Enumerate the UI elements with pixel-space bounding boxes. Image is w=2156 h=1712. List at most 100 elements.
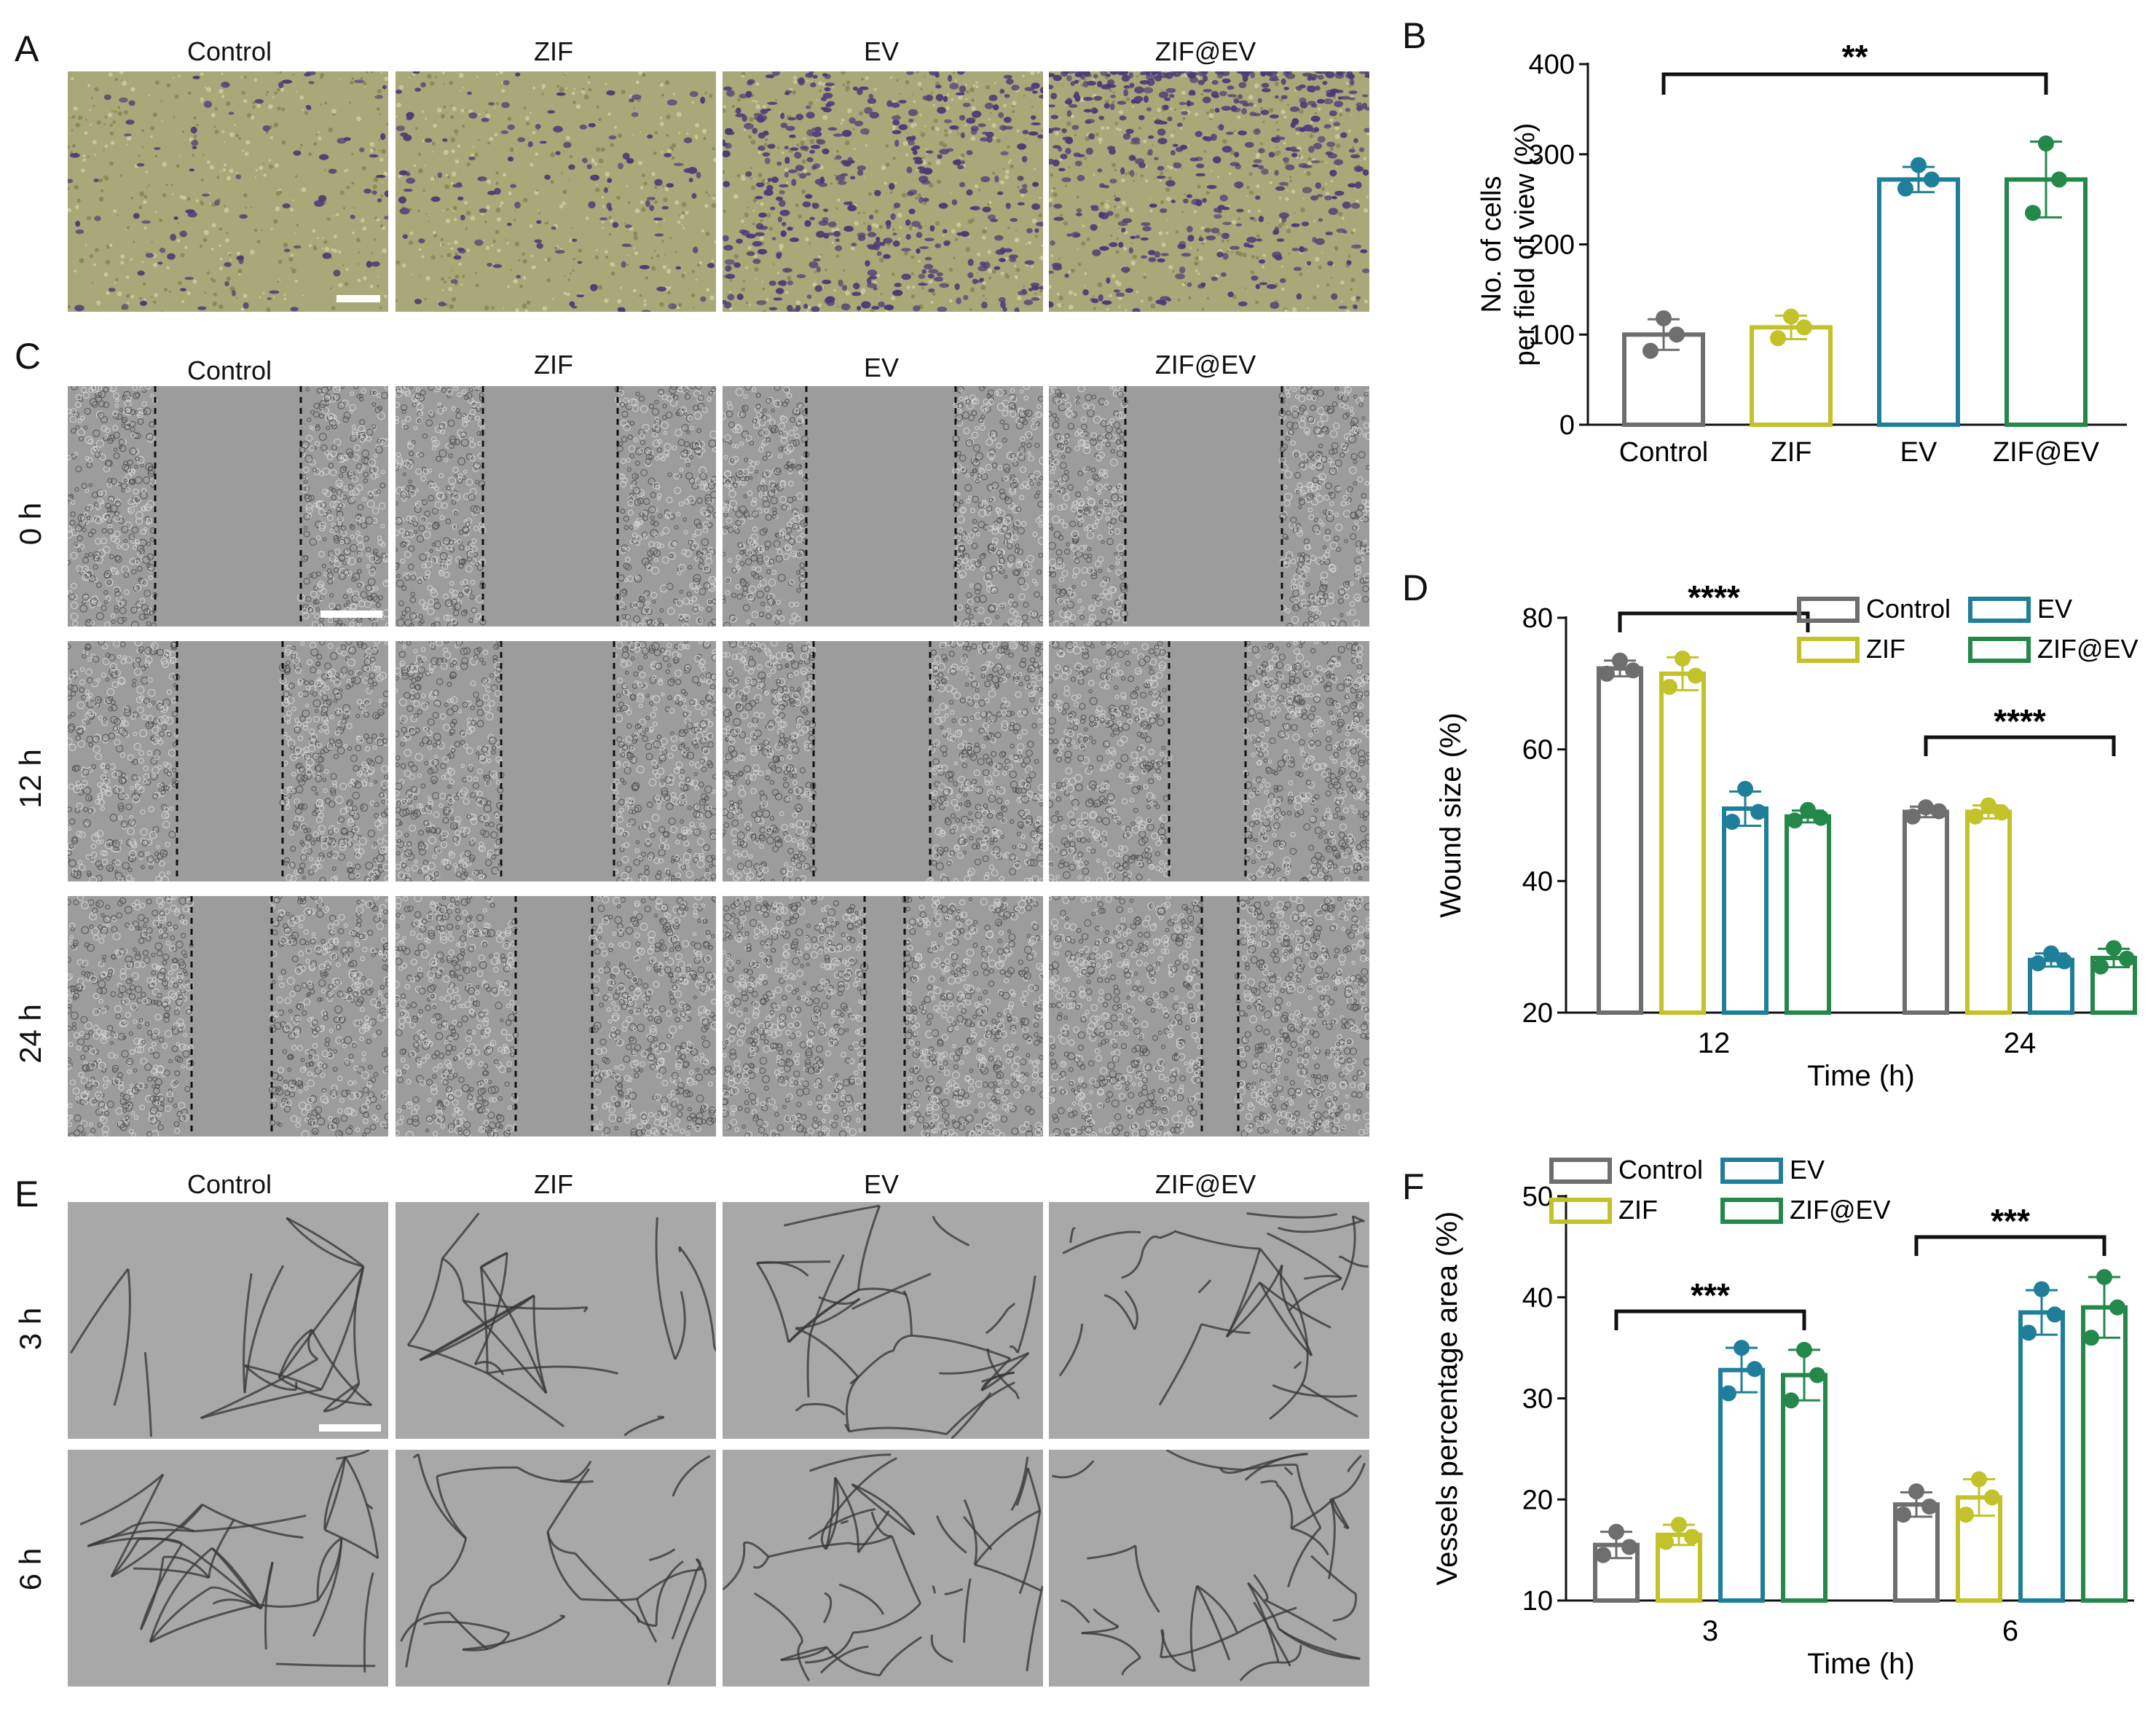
legend-label-ev: EV [1790,1155,1825,1185]
panel-a-col-control: Control [186,36,272,66]
legend-swatch-zif [1797,637,1860,663]
y-tick-label: 200 [1529,230,1575,261]
data-point [1684,1528,1700,1545]
y-tick-label: 20 [1522,1485,1553,1515]
significance-bracket [1924,735,2116,756]
data-point [1595,1547,1611,1563]
bar-ev-12 [1722,806,1769,1015]
panel-a-col-zif: ZIF [534,36,573,66]
panel-letter-f: F [1402,1166,1425,1207]
x-tick-label: 24 [2004,1027,2037,1059]
data-point [1625,662,1641,679]
data-point [1931,803,1947,820]
data-point [1921,1498,1937,1515]
legend-label-control: Control [1866,594,1951,624]
panel-e-col-ev: EV [863,1169,900,1199]
data-point [1924,171,1940,188]
data-point [1967,808,1983,825]
x-tick-label: 12 [1698,1027,1731,1059]
panel-e-col-zifev: ZIF@EV [1154,1169,1256,1199]
legend-swatch-zif [1549,1198,1612,1224]
data-point [2034,1281,2050,1297]
x-tick-label: Control [1619,437,1709,468]
panel-c-row-24h: 24 h [13,1004,47,1064]
x-tick-label: 3 [1702,1615,1718,1647]
significance-label: **** [1994,702,2046,740]
x-tick-label: EV [1900,437,1937,468]
y-tick-label: 100 [1529,320,1575,350]
panel-c-image-r0-c1 [396,386,716,627]
panel-c-image-r1-c3 [1049,641,1369,881]
legend-swatch-control [1797,597,1860,623]
y-tick-label: 30 [1522,1384,1553,1415]
significance-label: ** [1842,38,1868,76]
legend-swatch-zif-ev [1720,1198,1783,1224]
panel-a-image-1 [396,71,716,312]
panel-letter-d: D [1402,568,1429,608]
x-tick-label: ZIF [1771,437,1812,468]
significance-bracket [1914,1235,2106,1256]
legend-label-zif-ev: ZIF@EV [2037,634,2139,664]
data-point [1787,812,1803,829]
y-tick-label: 300 [1529,140,1575,170]
y-axis-label: Wound size (%) [1435,712,1467,918]
panel-e-col-control: Control [186,1169,272,1199]
panel-c-image-r2-c3 [1049,896,1369,1136]
x-tick-label: 6 [2002,1615,2018,1647]
legend-label-control: Control [1618,1155,1703,1185]
panel-e-image-r0-c0 [68,1202,388,1439]
panel-a-scale-bar [337,295,380,302]
y-tick-label: 20 [1522,998,1553,1029]
data-point [2083,1330,2099,1346]
legend-swatch-zif-ev [1968,637,2031,663]
data-point [1621,1539,1637,1555]
panel-e-image-r1-c3 [1049,1450,1369,1687]
bar-zif-ev-12 [1785,814,1831,1015]
data-point [1813,809,1829,826]
panel-c-col-control: Control [186,356,272,385]
chart-d: 20 40 60 80 Wound size (%) Time (h) 12 **** 24 **… [1435,578,2139,1092]
data-point [1669,326,1685,343]
panel-c-image-r1-c2 [723,641,1043,881]
bar-zif-12 [1659,671,1706,1016]
data-point [1675,651,1691,667]
y-tick-label: 0 [1559,410,1575,441]
chart-f: 10 20 30 40 50 Vessels percentage area (%) Tim… [1431,1155,2134,1680]
legend-label-ev: EV [2037,594,2072,624]
panel-c-image-r1-c1 [396,641,716,881]
data-point [1918,799,1934,816]
panel-letter-a: A [15,28,39,69]
panel-e-col-zif: ZIF [534,1169,573,1199]
bar-ev-3 [1718,1367,1765,1603]
data-point [1720,1385,1736,1402]
data-point [1770,330,1786,347]
chart-b: 0 100 200 300 400 No. of cells per field of vi… [1476,38,2127,468]
data-point [1661,678,1677,695]
panel-e-image-r0-c3 [1049,1202,1369,1439]
panel-c-image-r0-c0 [68,386,388,627]
data-point [1656,310,1672,326]
data-point [1911,157,1927,173]
panel-c-row-12h: 12 h [13,749,47,809]
x-tick-label: ZIF@EV [1993,437,2100,468]
significance-label: **** [1688,578,1740,616]
data-point [1908,1483,1924,1500]
panel-a-image-3 [1049,71,1369,312]
data-point [2119,950,2135,967]
data-point [1809,1367,1825,1383]
panel-c-image-r0-c2 [723,386,1043,627]
data-point [2043,945,2059,962]
bar-control-12 [1597,666,1643,1015]
y-tick-label: 40 [1522,1283,1553,1314]
data-point [1897,180,1913,197]
data-point [1783,1392,1799,1409]
data-point [1612,652,1628,669]
panel-c-col-zif: ZIF [534,350,573,380]
legend-label-zif-ev: ZIF@EV [1790,1195,1891,1225]
significance-bracket [1614,1309,1806,1330]
data-point [1688,667,1704,684]
data-point [1984,1489,2000,1506]
panel-e-image-r0-c2 [723,1202,1043,1439]
data-point [2109,1299,2125,1316]
data-point [1958,1507,1974,1523]
